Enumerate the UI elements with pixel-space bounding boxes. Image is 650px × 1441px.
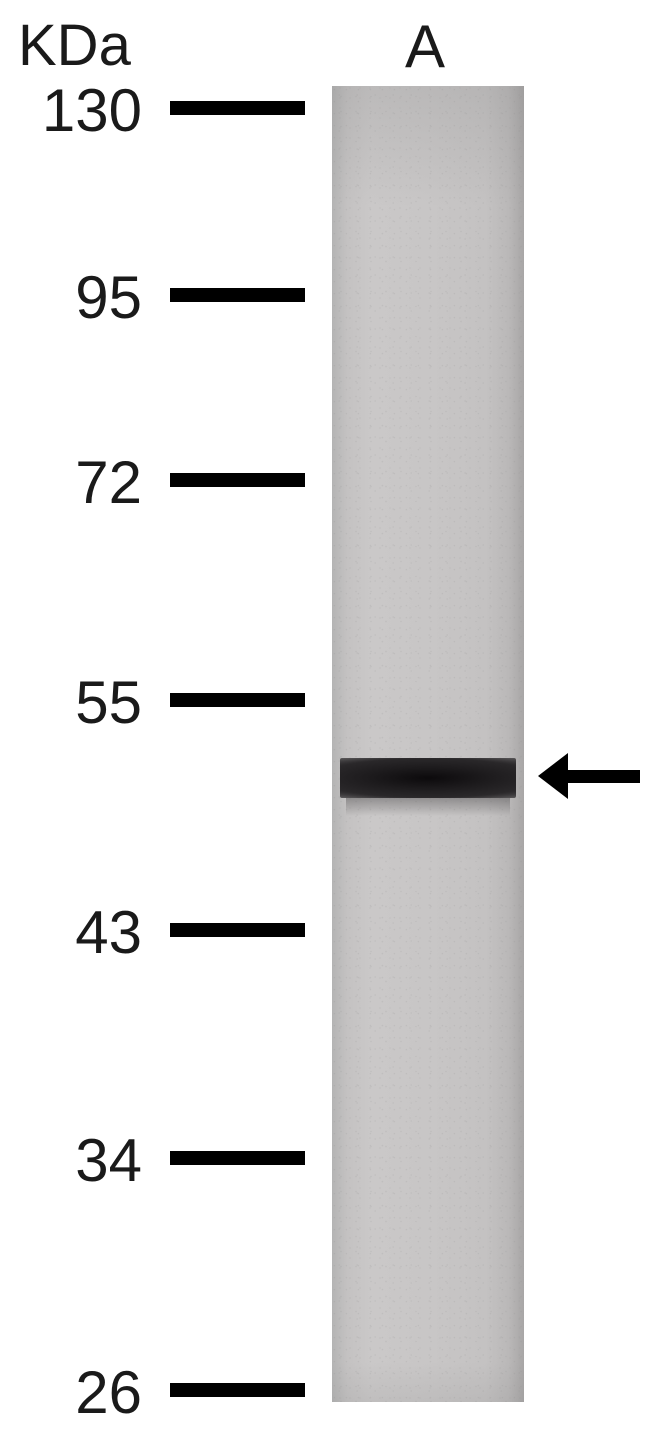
marker-tick-34 [170,1151,305,1165]
marker-label-43: 43 [75,898,142,967]
marker-tick-26 [170,1383,305,1397]
marker-tick-43 [170,923,305,937]
lane-label-a: A [405,12,445,81]
protein-band [340,758,516,798]
lane-shade-top [332,86,524,206]
western-blot-figure: { "figure": { "type": "western-blot", "w… [0,0,650,1441]
marker-tick-72 [170,473,305,487]
marker-label-95: 95 [75,263,142,332]
band-indicator-arrow [538,753,640,799]
blot-lane-a [332,86,524,1402]
arrow-head-icon [538,753,568,799]
axis-unit-label: KDa [18,12,131,79]
marker-label-34: 34 [75,1126,142,1195]
marker-tick-55 [170,693,305,707]
lane-noise [332,86,524,1402]
marker-label-26: 26 [75,1358,142,1427]
marker-tick-130 [170,101,305,115]
marker-label-130: 130 [42,76,142,145]
lane-shade-bottom [332,1362,524,1402]
arrow-shaft [568,770,640,783]
band-smear [346,798,510,816]
marker-label-55: 55 [75,668,142,737]
marker-tick-95 [170,288,305,302]
marker-label-72: 72 [75,448,142,517]
